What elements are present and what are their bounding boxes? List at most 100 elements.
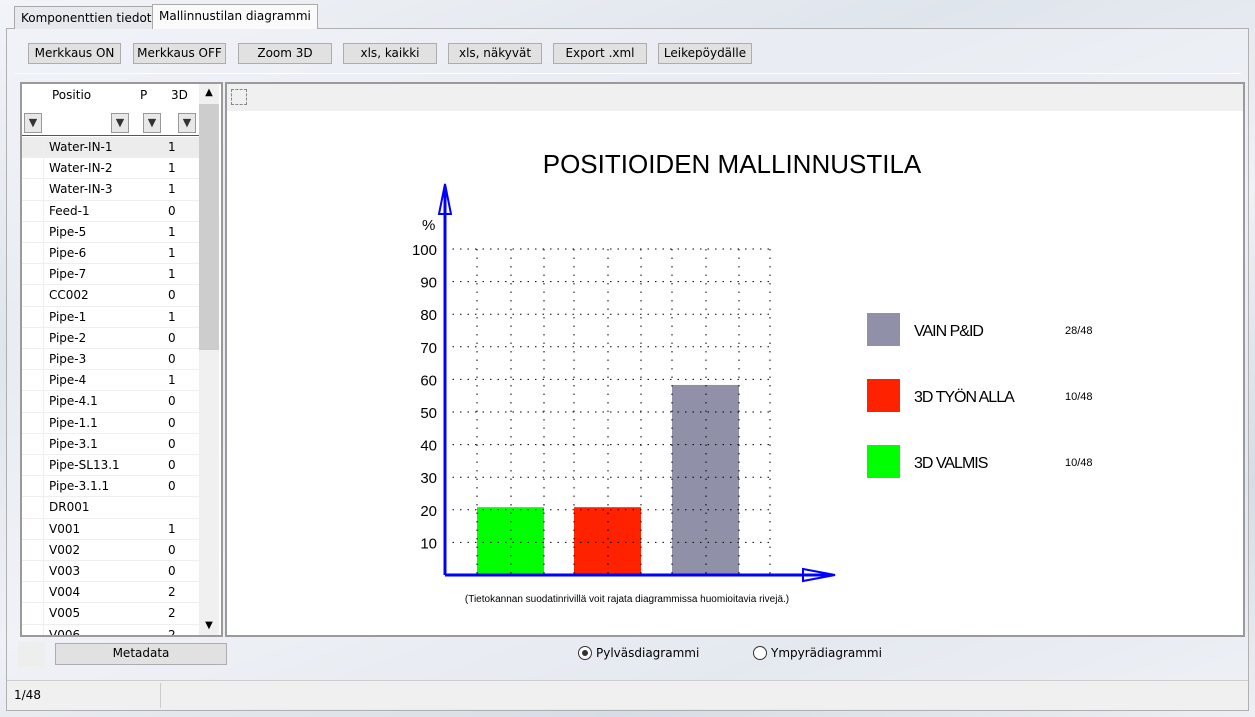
scroll-up-icon[interactable]: ▲ xyxy=(205,87,213,98)
y-tick-label: 50 xyxy=(420,405,437,422)
table-row[interactable]: Water-IN-1 1 xyxy=(22,137,199,159)
table-row[interactable]: Pipe-4.1 0 xyxy=(22,391,199,413)
cell-3d: 1 xyxy=(168,246,176,260)
column-header-p[interactable]: P xyxy=(140,88,148,102)
radio-unchecked-icon[interactable] xyxy=(753,646,767,660)
radio-ympyradiagrammi[interactable]: Ympyrädiagrammi xyxy=(753,646,882,660)
y-tick-label: 80 xyxy=(420,307,437,324)
y-axis-arrow-icon xyxy=(437,183,453,215)
y-tick-label: 70 xyxy=(420,340,437,357)
row-header[interactable] xyxy=(22,349,44,370)
fit-view-icon[interactable] xyxy=(231,89,247,105)
column-header-3d[interactable]: 3D xyxy=(171,88,188,102)
merkkaus-on-button[interactable]: Merkkaus ON xyxy=(28,43,121,64)
filter-icon[interactable]: ▼ xyxy=(24,113,42,133)
row-header[interactable] xyxy=(22,327,44,348)
row-header[interactable] xyxy=(22,603,44,624)
row-header[interactable] xyxy=(22,539,44,560)
cell-positio: V003 xyxy=(49,564,81,578)
chart-note: (Tietokannan suodatinrivillä voit rajata… xyxy=(465,594,789,605)
row-header[interactable] xyxy=(22,243,44,264)
legend-count: 10/48 xyxy=(1065,457,1093,469)
row-header[interactable] xyxy=(22,497,44,518)
cell-positio: CC002 xyxy=(49,288,89,303)
row-header[interactable] xyxy=(22,370,44,391)
row-header[interactable] xyxy=(22,624,44,635)
tab-komponenttien-tiedot[interactable]: Komponenttien tiedot xyxy=(14,6,159,29)
table-row[interactable]: Pipe-3 0 xyxy=(22,349,199,371)
metadata-button[interactable]: Metadata xyxy=(55,643,227,665)
table-row[interactable]: Pipe-SL13.1 0 xyxy=(22,455,199,477)
table-row[interactable]: Pipe-6 1 xyxy=(22,243,199,265)
cell-positio: V002 xyxy=(49,542,81,557)
table-row[interactable]: Pipe-3.1.1 0 xyxy=(22,476,199,498)
table-row[interactable]: Water-IN-3 1 xyxy=(22,179,199,201)
scroll-down-icon[interactable]: ▼ xyxy=(205,620,213,631)
row-header[interactable] xyxy=(22,391,44,412)
table-row[interactable]: V006 2 xyxy=(22,624,199,637)
radio-pylvasdiagrammi[interactable]: Pylväsdiagrammi xyxy=(578,646,699,660)
row-header[interactable] xyxy=(22,582,44,603)
cell-positio: V006 xyxy=(49,627,81,637)
legend-label: 3D TYÖN ALLA xyxy=(914,388,1015,406)
row-header[interactable] xyxy=(22,285,44,306)
scrollbar-thumb[interactable] xyxy=(199,104,219,350)
cell-3d: 1 xyxy=(168,161,176,176)
table-row[interactable]: V004 2 xyxy=(22,582,199,604)
filter-icon[interactable]: ▼ xyxy=(143,113,161,133)
cell-3d: 1 xyxy=(168,309,176,324)
cell-3d: 0 xyxy=(168,330,176,345)
filter-icon[interactable]: ▼ xyxy=(111,113,129,133)
merkkaus-off-button[interactable]: Merkkaus OFF xyxy=(133,43,226,64)
filter-icon[interactable]: ▼ xyxy=(178,113,196,133)
y-tick-label: 90 xyxy=(420,275,437,292)
row-header[interactable] xyxy=(22,179,44,200)
cell-positio: Pipe-7 xyxy=(49,267,87,282)
y-tick-label: 60 xyxy=(420,372,437,389)
row-header[interactable] xyxy=(22,137,44,158)
row-header[interactable] xyxy=(22,433,44,454)
row-header[interactable] xyxy=(22,476,44,497)
cell-3d: 0 xyxy=(168,458,176,472)
table-row[interactable]: Pipe-4 1 xyxy=(22,370,199,392)
cell-positio: Pipe-6 xyxy=(49,246,87,260)
table-row[interactable]: V002 0 xyxy=(22,539,199,561)
xls-nakyvat-button[interactable]: xls, näkyvät xyxy=(448,43,542,64)
row-header[interactable] xyxy=(22,518,44,539)
row-header[interactable] xyxy=(22,561,44,582)
row-header[interactable] xyxy=(22,306,44,327)
cell-positio: V001 xyxy=(49,521,81,536)
cell-positio: Pipe-2 xyxy=(49,330,87,345)
row-header[interactable] xyxy=(22,200,44,221)
table-row[interactable]: V005 2 xyxy=(22,603,199,625)
cell-positio: Pipe-5 xyxy=(49,224,87,239)
tab-mallinnustilan-diagrammi[interactable]: Mallinnustilan diagrammi xyxy=(152,4,318,29)
row-header[interactable] xyxy=(22,158,44,179)
cell-3d: 0 xyxy=(168,542,176,557)
row-header[interactable] xyxy=(22,455,44,476)
table-row[interactable]: Pipe-1 1 xyxy=(22,306,199,328)
xls-kaikki-button[interactable]: xls, kaikki xyxy=(343,43,437,64)
table-row[interactable]: V001 1 xyxy=(22,518,199,540)
radio-checked-icon[interactable] xyxy=(578,646,592,660)
leikepoydalle-button[interactable]: Leikepöydälle xyxy=(658,43,752,64)
table-row[interactable]: Water-IN-2 1 xyxy=(22,158,199,180)
row-header[interactable] xyxy=(22,412,44,433)
column-header-positio[interactable]: Positio xyxy=(52,88,92,102)
table-row[interactable]: Pipe-3.1 0 xyxy=(22,433,199,455)
corner-cell xyxy=(18,642,45,667)
cell-positio: Feed-1 xyxy=(49,203,90,218)
table-row[interactable]: V003 0 xyxy=(22,561,199,583)
export-xml-button[interactable]: Export .xml xyxy=(553,43,647,64)
row-header[interactable] xyxy=(22,221,44,242)
table-row[interactable]: Pipe-1.1 0 xyxy=(22,412,199,434)
table-row[interactable]: CC002 0 xyxy=(22,285,199,307)
table-row[interactable]: Pipe-7 1 xyxy=(22,264,199,286)
row-header[interactable] xyxy=(22,264,44,285)
table-row[interactable]: Pipe-2 0 xyxy=(22,327,199,349)
table-row[interactable]: Pipe-5 1 xyxy=(22,221,199,243)
table-row[interactable]: DR001 xyxy=(22,497,199,519)
zoom-3d-button[interactable]: Zoom 3D xyxy=(238,43,332,64)
positions-grid[interactable]: Positio P 3D ▼ ▼ ▼ ▼ Water-IN-1 1 Water-… xyxy=(20,82,223,637)
table-row[interactable]: Feed-1 0 xyxy=(22,200,199,222)
